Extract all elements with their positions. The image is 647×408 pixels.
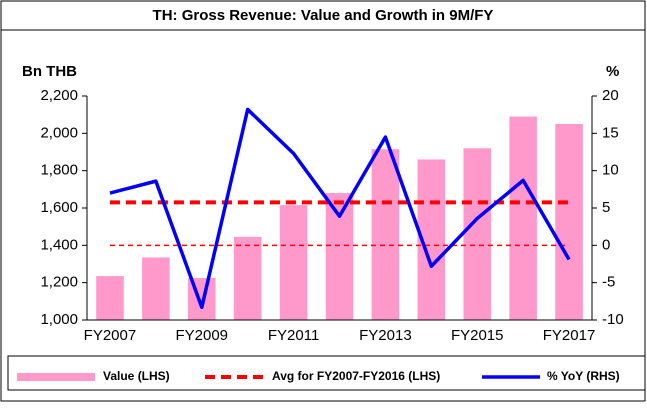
y-tick-label: 1,600	[40, 199, 78, 216]
y2-tick-label: 10	[602, 162, 619, 179]
yoy-line	[109, 107, 571, 310]
bar	[279, 205, 308, 320]
chart-title: TH: Gross Revenue: Value and Growth in 9…	[153, 7, 494, 24]
bar	[509, 116, 537, 321]
bar	[325, 193, 354, 320]
y2-tick-label: 5	[602, 199, 610, 216]
y2-tick-label: 20	[602, 87, 619, 104]
y2-tick-label: 15	[602, 124, 619, 141]
y2-tick-label: -5	[602, 274, 615, 291]
y-tick-label: 1,800	[40, 162, 78, 179]
legend-box	[7, 355, 646, 391]
legend-label: Value (LHS)	[103, 369, 170, 383]
bar	[463, 148, 491, 320]
bar	[371, 149, 400, 320]
x-tick-label: FY2011	[268, 327, 319, 344]
x-tick-label: FY2009	[175, 327, 228, 344]
legend-label: % YoY (RHS)	[547, 369, 620, 383]
x-tick-label: FY2013	[359, 327, 412, 344]
x-tick-label: FY2015	[451, 327, 504, 344]
y-tick-label: 1,400	[40, 236, 78, 253]
y2-tick-label: -10	[602, 311, 624, 328]
legend-swatch	[17, 373, 95, 381]
y2-axis-label: %	[606, 63, 619, 80]
x-tick-label: FY2007	[84, 327, 137, 344]
y2-tick-label: 0	[602, 236, 610, 253]
legend-label: Avg for FY2007-FY2016 (LHS)	[272, 369, 440, 383]
y-tick-label: 1,200	[40, 274, 78, 291]
bar	[142, 257, 170, 320]
y-tick-label: 2,000	[40, 124, 78, 141]
bar	[555, 124, 583, 320]
y-axis-label: Bn THB	[22, 63, 77, 80]
bar	[233, 236, 262, 320]
y-tick-label: 1,000	[40, 311, 78, 328]
y-tick-label: 2,200	[40, 87, 78, 104]
bar	[96, 276, 124, 320]
x-tick-label: FY2017	[543, 327, 596, 344]
